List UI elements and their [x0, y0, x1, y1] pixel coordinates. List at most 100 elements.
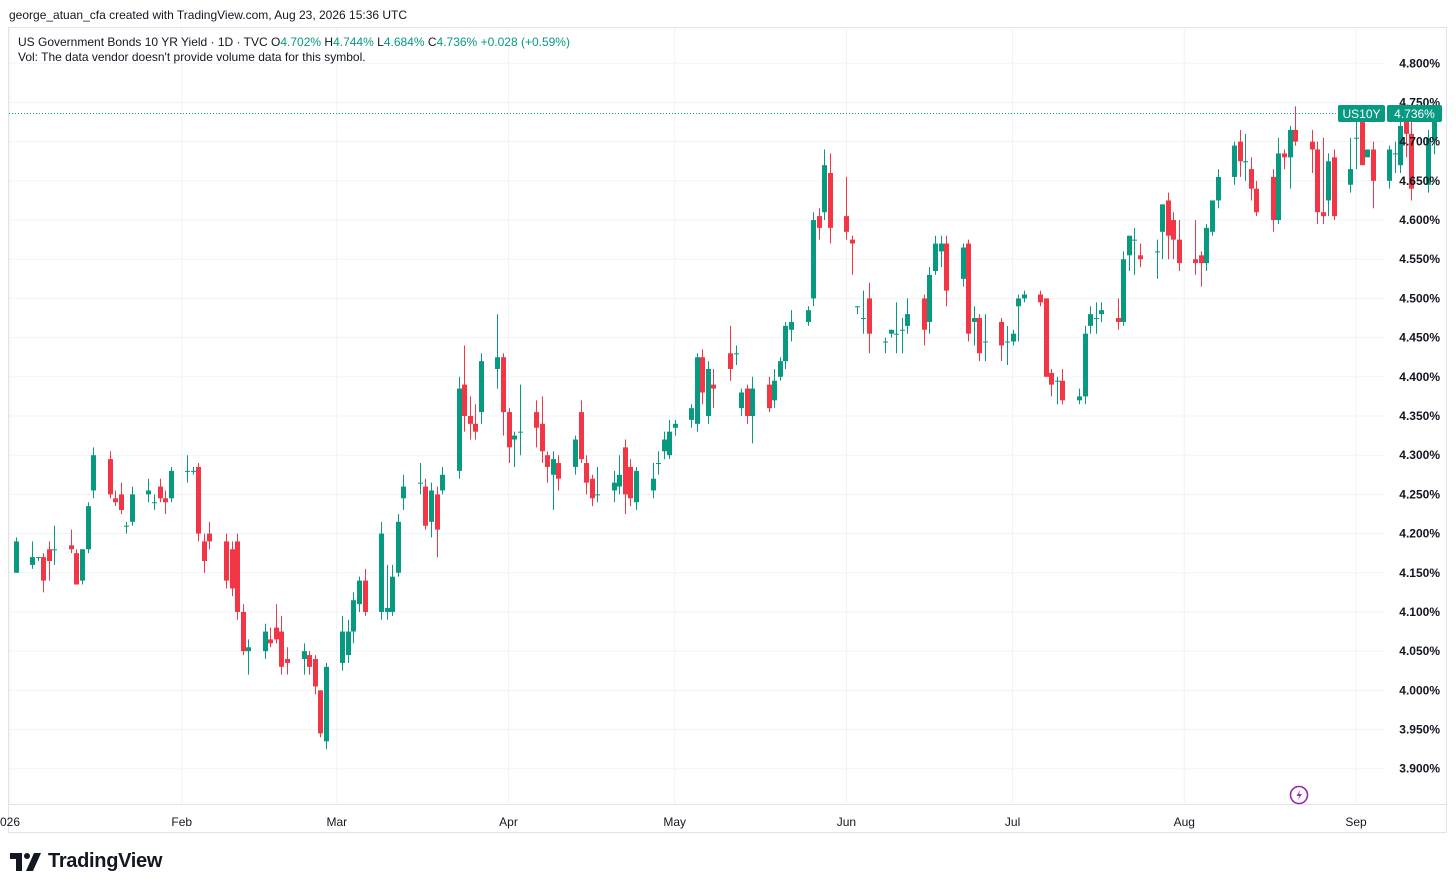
candle: [512, 431, 517, 467]
candle: [357, 576, 362, 612]
candle: [595, 466, 600, 503]
candle: [401, 474, 406, 511]
candle: [418, 463, 423, 495]
candle: [52, 525, 57, 565]
y-tick-label: 4.400%: [1399, 370, 1440, 384]
candle: [47, 541, 52, 581]
candle: [202, 533, 207, 573]
candle: [844, 176, 849, 240]
candle: [1160, 204, 1165, 260]
symbol-tag-bg: [1338, 105, 1385, 122]
candle: [230, 541, 235, 597]
candle: [999, 318, 1004, 362]
candle: [246, 639, 251, 675]
candle: [1132, 227, 1137, 275]
candle: [86, 502, 91, 554]
candle: [1315, 141, 1320, 224]
candle: [207, 521, 212, 550]
candle: [1171, 212, 1176, 260]
candle: [302, 643, 307, 675]
brand-name: TradingView: [48, 850, 163, 872]
brand-footer[interactable]: TradingView: [10, 850, 162, 873]
candle: [590, 474, 595, 507]
candle: [495, 314, 500, 389]
candle: [900, 318, 905, 354]
chart-frame: [8, 27, 1447, 833]
x-tick-label: Apr: [499, 815, 518, 829]
candle: [728, 325, 733, 381]
candle: [124, 521, 129, 534]
y-tick-label: 4.250%: [1399, 487, 1440, 501]
candle: [119, 482, 124, 514]
candle: [41, 553, 46, 593]
candle: [191, 466, 196, 475]
candle: [1348, 137, 1353, 193]
x-tick-label: Aug: [1174, 815, 1195, 829]
candle: [806, 306, 811, 326]
candle: [905, 298, 910, 334]
candle: [767, 376, 772, 413]
price-axis: 4.800%4.750%4.700%4.650%4.600%4.550%4.50…: [1399, 56, 1440, 775]
y-tick-label: 4.700%: [1399, 135, 1440, 149]
tradingview-logo-icon: [10, 852, 41, 871]
candle: [1393, 141, 1398, 174]
candle: [789, 310, 794, 342]
candle: [922, 294, 927, 346]
candle: [1276, 137, 1281, 224]
candle: [80, 549, 85, 585]
candle: [185, 455, 190, 483]
candle: [1204, 223, 1209, 271]
candle: [473, 404, 478, 440]
candle: [1216, 169, 1221, 209]
candle: [152, 494, 157, 511]
candle: [435, 486, 440, 558]
candle: [468, 396, 473, 440]
x-tick-label: 026: [0, 815, 20, 829]
y-tick-label: 4.450%: [1399, 331, 1440, 345]
candle: [1044, 298, 1049, 377]
candle: [74, 549, 79, 585]
y-tick-label: 4.350%: [1399, 409, 1440, 423]
candle: [739, 388, 744, 416]
y-tick-label: 4.200%: [1399, 527, 1440, 541]
y-tick-label: 4.800%: [1399, 56, 1440, 70]
candle: [867, 282, 872, 354]
x-tick-label: Jun: [837, 815, 856, 829]
candle: [623, 439, 628, 514]
candle: [817, 208, 822, 240]
legend-close-label: C: [427, 35, 437, 49]
candle: [1360, 114, 1365, 166]
candle: [1387, 145, 1392, 189]
candle: [711, 368, 716, 409]
candle: [1193, 220, 1198, 275]
lightning-icon[interactable]: [1289, 785, 1309, 805]
candle: [667, 419, 672, 460]
candle: [634, 466, 639, 511]
candle: [861, 290, 866, 334]
candle: [462, 345, 467, 432]
candle: [1077, 388, 1082, 405]
candle: [390, 564, 395, 616]
candles: [14, 106, 1437, 750]
candle: [933, 235, 938, 275]
candle: [772, 368, 777, 409]
candle: [457, 376, 462, 479]
y-tick-label: 4.550%: [1399, 252, 1440, 266]
candle: [351, 592, 356, 644]
candle: [1138, 243, 1143, 268]
candle: [1288, 125, 1293, 189]
candle: [1094, 302, 1099, 334]
candle: [617, 455, 622, 495]
candle: [196, 463, 201, 542]
candle: [1166, 192, 1171, 260]
candle: [1016, 294, 1021, 342]
candle: [700, 349, 705, 405]
candle: [1310, 129, 1315, 174]
candle: [745, 384, 750, 424]
candle: [235, 533, 240, 620]
candle: [1083, 325, 1088, 405]
candle: [1371, 141, 1376, 209]
candle: [1199, 251, 1204, 287]
candle: [1038, 290, 1043, 307]
